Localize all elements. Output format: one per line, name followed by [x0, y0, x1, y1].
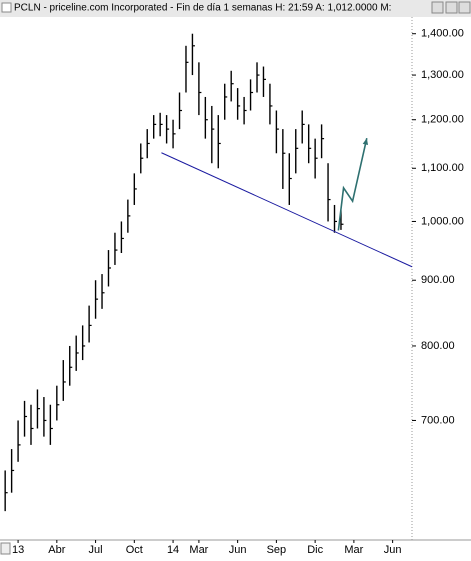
y-tick-label: 1,100.00: [421, 162, 464, 174]
x-tick-label: Sep: [267, 544, 287, 556]
x-tick-label: Dic: [307, 544, 323, 556]
x-tick-label: Jun: [384, 544, 402, 556]
y-tick-label: 900.00: [421, 274, 455, 286]
x-tick-label: Oct: [126, 544, 143, 556]
window-button[interactable]: [445, 1, 458, 14]
y-tick-label: 1,200.00: [421, 114, 464, 126]
x-tick-label: Jun: [229, 544, 247, 556]
x-tick-label: Jul: [89, 544, 103, 556]
y-tick-label: 800.00: [421, 340, 455, 352]
x-tick-label: Mar: [344, 544, 363, 556]
window-button[interactable]: [431, 1, 444, 14]
x-tick-label: Abr: [48, 544, 65, 556]
window-button[interactable]: [458, 1, 471, 14]
menu-icon[interactable]: [1, 2, 12, 13]
x-tick-label: Mar: [189, 544, 208, 556]
header-title: PCLN - priceline.com Incorporated - Fin …: [14, 3, 391, 14]
projection-arrow: [337, 137, 368, 231]
y-tick-label: 1,300.00: [421, 69, 464, 81]
y-tick-label: 1,400.00: [421, 28, 464, 40]
y-tick-label: 700.00: [421, 414, 455, 426]
header-bar: [0, 0, 471, 17]
corner-button[interactable]: [0, 542, 11, 555]
arrow-head: [362, 138, 369, 146]
x-tick-label: 13: [12, 544, 24, 556]
trend-line: [161, 152, 413, 268]
y-tick-label: 1,000.00: [421, 215, 464, 227]
x-tick-label: 14: [167, 544, 179, 556]
